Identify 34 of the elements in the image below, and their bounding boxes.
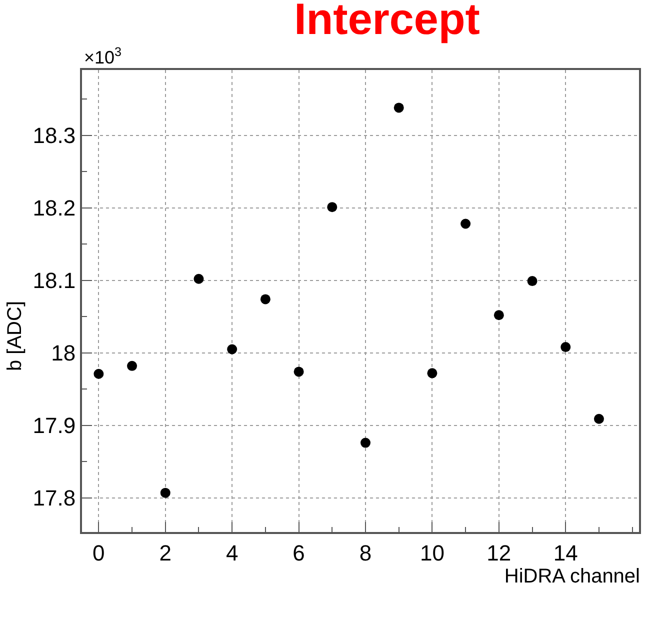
point: [94, 368, 104, 379]
point: [360, 438, 370, 448]
point: [560, 342, 571, 352]
chart-title: Intercept: [294, 0, 480, 44]
point: [394, 102, 404, 113]
point: [160, 488, 170, 498]
point: [494, 310, 504, 320]
x-tick-label: 12: [486, 540, 512, 566]
y-tick-label: 17.9: [32, 413, 76, 438]
point: [227, 344, 238, 354]
point: [427, 368, 438, 378]
x-tick-label: 4: [226, 540, 238, 566]
y-tick-label: 18.1: [32, 268, 76, 294]
y-tick-label: 18.3: [32, 122, 76, 148]
point: [194, 274, 204, 284]
x-tick-label: 2: [159, 540, 172, 566]
point: [594, 414, 604, 424]
text: ×10$^{3}$: [84, 45, 122, 68]
point: [127, 360, 138, 371]
point: [260, 294, 270, 304]
y-axis-title: b [ADC]: [4, 301, 26, 372]
point: [294, 366, 304, 377]
x-axis-title: HiDRA channel: [504, 565, 640, 588]
x-tick-label: 0: [92, 540, 105, 566]
y-tick-label: 17.8: [32, 486, 76, 511]
x-tick-label: 14: [553, 540, 578, 566]
point: [460, 218, 471, 229]
point: [527, 276, 538, 286]
y-tick-label: 18.2: [32, 196, 76, 220]
x-tick-label: 10: [420, 540, 444, 566]
x-tick-label: 8: [359, 540, 372, 566]
point: [327, 202, 338, 212]
y-tick-label: 18: [51, 340, 76, 366]
x-tick-label: 6: [292, 540, 305, 566]
